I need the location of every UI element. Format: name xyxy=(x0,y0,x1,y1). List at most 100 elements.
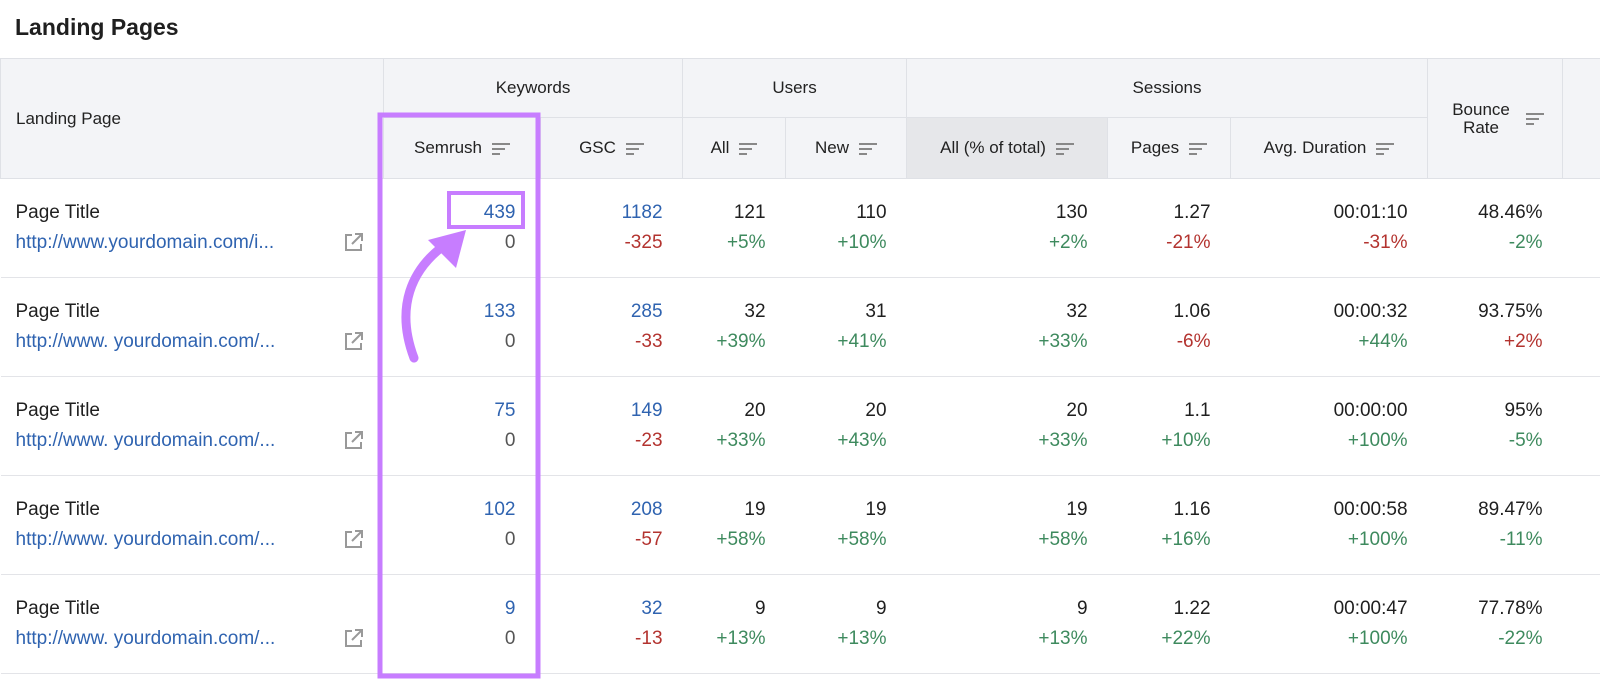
metric-value: 31 xyxy=(865,301,887,322)
page-url[interactable]: http://www. yourdomain.com/... xyxy=(15,331,276,352)
metric-value[interactable]: 208 xyxy=(630,499,663,520)
metric-value: 32 xyxy=(744,301,766,322)
metric-change: +58% xyxy=(837,529,887,550)
metric-change: -21% xyxy=(1166,232,1211,253)
sort-icon[interactable] xyxy=(1526,112,1545,126)
metric-value: 121 xyxy=(733,202,766,223)
metric-cell: 9 +13% xyxy=(906,574,1108,674)
metric-cell: 00:00:58 +100% xyxy=(1230,475,1428,575)
table-row: Page Title http://www. yourdomain.com/...… xyxy=(0,475,1600,575)
metric-cell: 00:00:00 +100% xyxy=(1230,376,1428,476)
metric-change: 0 xyxy=(504,529,516,550)
page-url[interactable]: http://www.yourdomain.com/i... xyxy=(15,232,275,253)
metric-value[interactable]: 1182 xyxy=(621,202,663,223)
metric-value[interactable]: 9 xyxy=(504,598,516,619)
metric-value: 20 xyxy=(744,400,766,421)
metric-cell: 20 +43% xyxy=(785,376,907,476)
page-title: Page Title xyxy=(15,202,101,223)
metric-cell: 75 0 xyxy=(383,376,541,476)
metric-value: 20 xyxy=(865,400,887,421)
column-header: All (% of total) xyxy=(906,117,1109,179)
page-title: Page Title xyxy=(15,400,101,421)
metric-value[interactable]: 102 xyxy=(483,499,516,520)
metric-cell: 31 +41% xyxy=(785,277,907,377)
metric-cell: 9 +13% xyxy=(785,574,907,674)
metric-value: 48.46% xyxy=(1478,202,1543,223)
metric-change: -57 xyxy=(635,529,663,550)
metric-change: +5% xyxy=(726,232,766,253)
external-link-icon[interactable] xyxy=(343,330,365,352)
column-header: Semrush xyxy=(383,117,541,179)
metric-cell: 1.16 +16% xyxy=(1107,475,1231,575)
metric-change: 0 xyxy=(504,232,516,253)
page-url[interactable]: http://www. yourdomain.com/... xyxy=(15,529,276,550)
page-title: Landing Pages xyxy=(15,14,179,40)
header-label: All (% of total) xyxy=(940,138,1046,157)
external-link-icon[interactable] xyxy=(343,528,365,550)
header-label: New xyxy=(815,138,850,157)
metric-change: +10% xyxy=(1161,430,1211,451)
metric-cell: 00:00:32 +44% xyxy=(1230,277,1428,377)
metric-change: +22% xyxy=(1161,628,1211,649)
metric-cell: 1.27 -21% xyxy=(1107,178,1231,278)
header-label: All xyxy=(710,138,730,157)
landing-page-cell: Page Title http://www.yourdomain.com/i... xyxy=(0,178,384,278)
group-header: Users xyxy=(682,58,908,118)
landing-page-cell: Page Title http://www. yourdomain.com/... xyxy=(0,475,384,575)
metric-change: +2% xyxy=(1048,232,1088,253)
metric-cell: 32 +39% xyxy=(682,277,786,377)
sort-icon[interactable] xyxy=(625,142,644,156)
metric-value: 00:00:00 xyxy=(1333,400,1408,421)
metric-change: +41% xyxy=(837,331,887,352)
sort-icon[interactable] xyxy=(1055,142,1074,156)
metric-change: +100% xyxy=(1347,628,1408,649)
metric-value: 9 xyxy=(875,598,887,619)
page-url[interactable]: http://www. yourdomain.com/... xyxy=(15,628,276,649)
metric-cell: 19 +58% xyxy=(906,475,1108,575)
external-link-icon[interactable] xyxy=(343,231,365,253)
metric-value[interactable]: 439 xyxy=(483,202,516,223)
group-label: Keywords xyxy=(495,78,571,97)
metric-value: 00:00:32 xyxy=(1333,301,1408,322)
metric-value: 1.1 xyxy=(1184,400,1211,421)
metric-cell: 102 0 xyxy=(383,475,541,575)
external-link-icon[interactable] xyxy=(343,627,365,649)
external-link-icon[interactable] xyxy=(343,429,365,451)
metric-value: 89.47% xyxy=(1478,499,1543,520)
metric-cell: 439 0 xyxy=(383,178,541,278)
sort-icon[interactable] xyxy=(1376,142,1395,156)
metric-change: 0 xyxy=(504,331,516,352)
metric-cell: 208 -57 xyxy=(540,475,683,575)
metric-change: -22% xyxy=(1498,628,1543,649)
metric-change: +43% xyxy=(837,430,887,451)
row-spacer xyxy=(1562,475,1600,575)
sort-icon[interactable] xyxy=(859,142,878,156)
metric-value: 9 xyxy=(1076,598,1088,619)
metric-cell: 19 +58% xyxy=(785,475,907,575)
sort-icon[interactable] xyxy=(1189,142,1208,156)
metric-change: 0 xyxy=(504,430,516,451)
sort-icon[interactable] xyxy=(739,142,758,156)
metric-value[interactable]: 75 xyxy=(494,400,516,421)
metric-cell: 1.06 -6% xyxy=(1107,277,1231,377)
page-title: Page Title xyxy=(15,301,101,322)
metric-value[interactable]: 133 xyxy=(483,301,516,322)
metric-value[interactable]: 32 xyxy=(641,598,663,619)
column-header: Pages xyxy=(1107,117,1232,179)
metric-change: +33% xyxy=(716,430,766,451)
header-spacer xyxy=(1562,58,1600,179)
metric-value[interactable]: 149 xyxy=(630,400,663,421)
metric-change: +100% xyxy=(1347,430,1408,451)
metric-cell: 19 +58% xyxy=(682,475,786,575)
landing-page-cell: Page Title http://www. yourdomain.com/... xyxy=(0,277,384,377)
metric-change: +58% xyxy=(716,529,766,550)
metric-value: 110 xyxy=(856,202,887,223)
page-url[interactable]: http://www. yourdomain.com/... xyxy=(15,430,276,451)
sort-icon[interactable] xyxy=(492,142,511,156)
metric-cell: 93.75% +2% xyxy=(1427,277,1563,377)
row-spacer xyxy=(1562,178,1600,278)
metric-change: +10% xyxy=(837,232,887,253)
metric-value: 32 xyxy=(1066,301,1088,322)
metric-value[interactable]: 285 xyxy=(630,301,663,322)
landing-page-cell: Page Title http://www. yourdomain.com/... xyxy=(0,376,384,476)
